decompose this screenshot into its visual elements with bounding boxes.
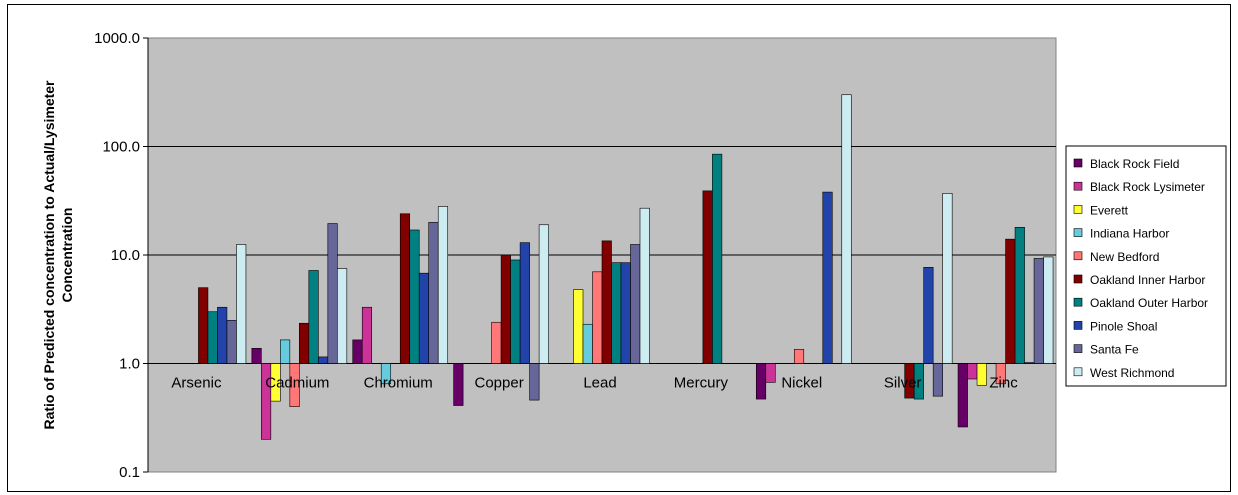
bar-oakland-outer-harbor-lead (611, 262, 622, 364)
bar-oakland-outer-harbor-mercury (712, 153, 723, 364)
bar-new-bedford-zinc (995, 363, 1006, 385)
category-label-lead: Lead (583, 375, 616, 392)
bar-santa-fe-silver (932, 363, 943, 397)
category-label-nickel: Nickel (781, 375, 822, 392)
legend-label-everett: Everett (1090, 203, 1129, 217)
bar-pinole-shoal-silver (923, 267, 934, 364)
legend-swatch-west-richmond (1073, 367, 1083, 377)
y-axis-title: Ratio of Predicted concentration to Actu… (41, 80, 57, 430)
legend-label-indiana-harbor: Indiana Harbor (1090, 227, 1169, 241)
y-tick-label: 1.0 (119, 356, 140, 373)
legend-label-santa-fe: Santa Fe (1090, 343, 1139, 357)
legend-swatch-everett (1073, 205, 1083, 214)
legend-swatch-oakland-inner-harbor (1073, 274, 1083, 284)
bar-indiana-harbor-lead (582, 323, 593, 364)
bar-black-rock-field-zinc (957, 363, 968, 428)
category-label-cadmium: Cadmium (265, 375, 329, 392)
bar-pinole-shoal-cadmium (318, 356, 329, 364)
legend-label-black-rock-field: Black Rock Field (1090, 157, 1179, 171)
bar-pinole-shoal-zinc (1024, 362, 1035, 364)
bar-oakland-outer-harbor-silver (913, 363, 924, 400)
y-axis-title: Concentration (59, 208, 75, 303)
bar-oakland-inner-harbor-lead (601, 240, 612, 364)
bar-west-richmond-cadmium (337, 268, 348, 364)
bar-pinole-shoal-chromium (418, 272, 430, 364)
bar-oakland-outer-harbor-zinc (1014, 227, 1025, 364)
y-tick-label: 0.1 (119, 464, 140, 481)
bar-pinole-shoal-lead (620, 262, 631, 364)
chart-frame: 0.1 1.0 10.0 100.0 1000.0 Ratio of Predicted … (7, 4, 1231, 492)
legend-label-oakland-inner-harbor: Oakland Inner Harbor (1090, 273, 1205, 287)
bar-oakland-inner-harbor-chromium (399, 213, 411, 364)
bar-west-richmond-lead (639, 207, 650, 364)
category-label-chromium: Chromium (364, 375, 433, 392)
category-label-zinc: Zinc (989, 375, 1018, 392)
bar-santa-fe-arsenic (226, 320, 237, 364)
legend-label-west-richmond: West Richmond (1090, 366, 1174, 380)
bar-west-richmond-chromium (437, 206, 449, 364)
bar-pinole-shoal-nickel (822, 191, 833, 364)
bar-indiana-harbor-chromium (380, 363, 392, 385)
bar-oakland-outer-harbor-copper (510, 259, 521, 364)
bar-new-bedford-lead (592, 271, 603, 364)
category-label-arsenic: Arsenic (171, 375, 222, 392)
category-label-mercury: Mercury (674, 375, 729, 392)
bar-oakland-inner-harbor-cadmium (299, 322, 310, 364)
legend-label-black-rock-lysimeter: Black Rock Lysimeter (1090, 180, 1205, 194)
category-label-copper: Copper (475, 375, 524, 392)
bar-black-rock-lysimeter-nickel (765, 363, 776, 383)
bar-west-richmond-copper (538, 224, 549, 364)
bar-santa-fe-copper (529, 363, 540, 401)
bar-everett-cadmium (270, 363, 281, 402)
bar-black-rock-field-chromium (352, 339, 363, 364)
legend-swatch-indiana-harbor (1073, 228, 1083, 237)
bar-oakland-inner-harbor-arsenic (198, 287, 209, 364)
bar-pinole-shoal-copper (519, 242, 530, 364)
bar-new-bedford-copper (491, 321, 502, 364)
legend-box (1065, 145, 1227, 387)
bar-everett-lead (573, 289, 584, 364)
y-tick-label: 100.0 (102, 139, 140, 156)
bar-black-rock-lysimeter-chromium (361, 306, 373, 364)
bar-oakland-inner-harbor-mercury (702, 190, 713, 364)
legend-label-new-bedford: New Bedford (1090, 250, 1159, 264)
bar-black-rock-lysimeter-zinc (967, 363, 978, 380)
bar-santa-fe-chromium (428, 222, 439, 364)
bar-everett-zinc (976, 363, 987, 386)
bar-new-bedford-cadmium (289, 363, 300, 407)
bar-oakland-outer-harbor-cadmium (308, 270, 319, 364)
bar-oakland-inner-harbor-zinc (1005, 238, 1016, 364)
legend-label-oakland-outer-harbor: Oakland Outer Harbor (1090, 296, 1208, 310)
bar-oakland-inner-harbor-copper (500, 254, 511, 364)
bar-pinole-shoal-arsenic (217, 306, 228, 364)
chart-svg: 0.1 1.0 10.0 100.0 1000.0 Ratio of Predicted … (41, 30, 1227, 481)
bar-oakland-outer-harbor-chromium (409, 229, 420, 364)
legend-swatch-black-rock-lysimeter (1073, 181, 1083, 191)
bar-west-richmond-silver (942, 193, 953, 364)
legend-swatch-pinole-shoal (1073, 321, 1083, 330)
bar-santa-fe-lead (630, 244, 641, 364)
bar-santa-fe-cadmium (327, 223, 338, 364)
bar-black-rock-field-cadmium (251, 348, 262, 364)
legend-swatch-black-rock-field (1073, 158, 1083, 168)
bar-new-bedford-nickel (793, 349, 805, 364)
bar-black-rock-field-copper (453, 363, 464, 406)
bar-west-richmond-zinc (1043, 256, 1054, 364)
y-tick-label: 10.0 (111, 247, 140, 264)
legend-swatch-new-bedford (1073, 251, 1083, 261)
bar-west-richmond-arsenic (236, 244, 247, 364)
bar-oakland-outer-harbor-arsenic (207, 311, 218, 364)
bar-indiana-harbor-cadmium (280, 339, 291, 364)
legend-swatch-santa-fe (1073, 344, 1083, 353)
legend-label-pinole-shoal: Pinole Shoal (1090, 319, 1157, 333)
bar-black-rock-field-nickel (755, 363, 767, 400)
bar-santa-fe-zinc (1033, 258, 1044, 364)
bar-west-richmond-nickel (841, 94, 852, 364)
y-tick-label: 1000.0 (94, 30, 140, 47)
category-label-silver: Silver (884, 375, 922, 392)
legend-swatch-oakland-outer-harbor (1073, 297, 1083, 307)
